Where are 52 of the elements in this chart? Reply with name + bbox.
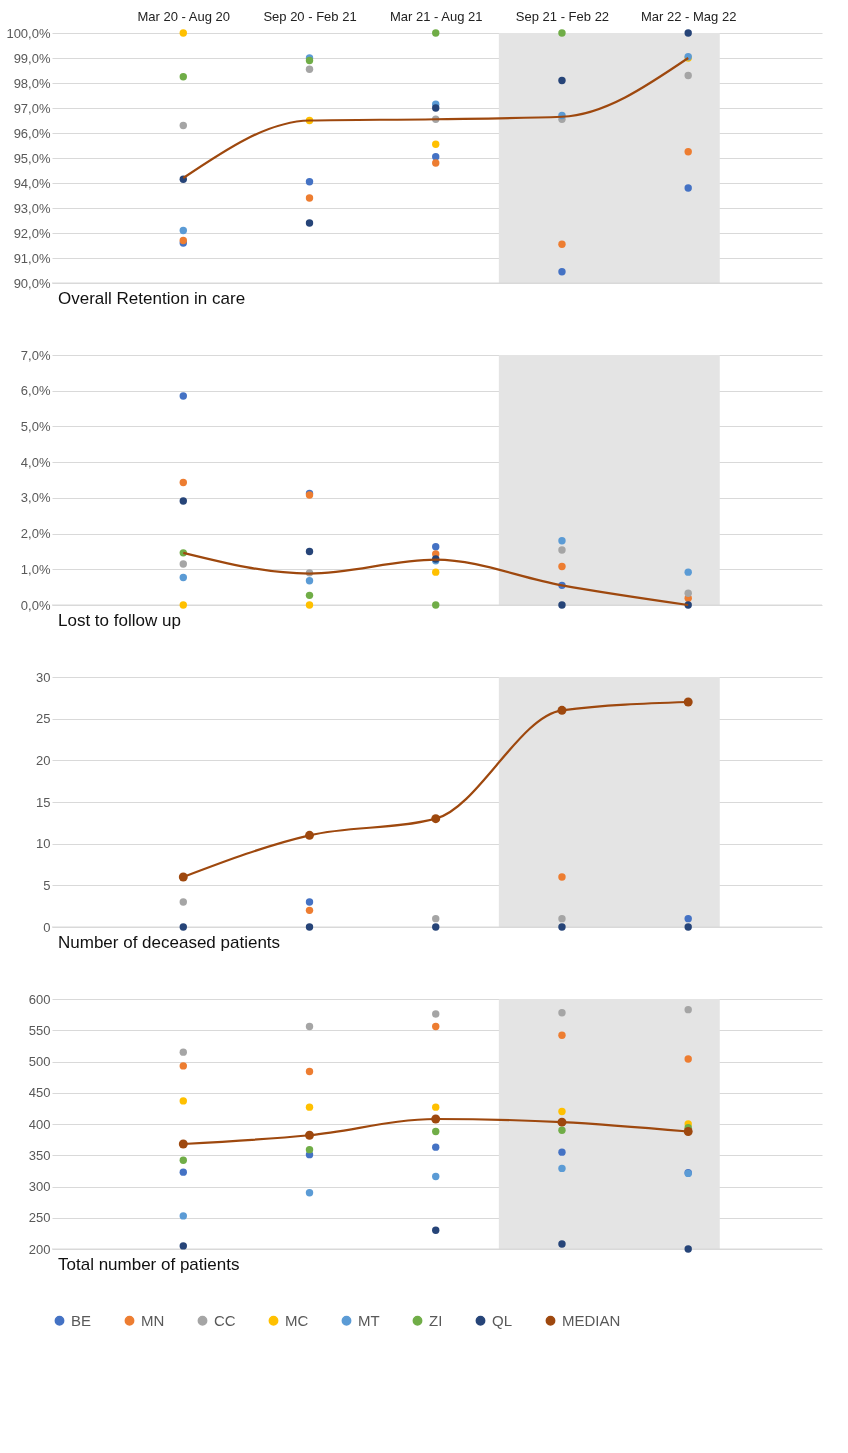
y-tick-label: 92,0%	[13, 225, 51, 241]
y-tick-label: 450	[28, 1085, 51, 1101]
y-tick-label: 350	[28, 1147, 51, 1163]
legend-label: QL	[492, 1311, 513, 1329]
y-tick-label: 93,0%	[13, 200, 51, 216]
y-tick-label: 600	[28, 991, 51, 1007]
y-tick-label: 4,0%	[20, 454, 51, 470]
x-tick-label: Sep 21 - Feb 22	[515, 8, 610, 24]
y-tick-label: 300	[28, 1179, 51, 1194]
x-tick-label: Mar 20 - Aug 20	[137, 8, 231, 24]
y-tick-label: 100,0%	[6, 25, 51, 41]
y-tick-label: 10	[36, 836, 51, 852]
y-tick-label: 94,0%	[13, 175, 51, 191]
text: Overall Retention in care	[58, 289, 246, 308]
legend-label: MN	[141, 1311, 165, 1329]
y-tick-label: 500	[28, 1054, 51, 1069]
y-tick-label: 97,0%	[13, 100, 51, 116]
y-tick-label: 0	[43, 919, 51, 935]
text: Lost to follow up	[58, 611, 181, 630]
x-tick-label: Mar 21 - Aug 21	[389, 8, 483, 24]
y-tick-label: 95,0%	[13, 150, 51, 166]
y-tick-label: 0,0%	[20, 597, 51, 613]
x-tick-label: Mar 22 - Mag 22	[641, 8, 737, 24]
y-tick-label: 96,0%	[13, 125, 51, 141]
legend-label: ZI	[429, 1311, 443, 1329]
y-tick-label: 25	[36, 711, 51, 727]
y-tick-label: 91,0%	[13, 250, 51, 266]
y-tick-label: 5,0%	[20, 418, 51, 434]
text: Number of deceased patients	[58, 933, 281, 952]
y-tick-label: 98,0%	[13, 75, 51, 91]
legend-label: MC	[285, 1311, 309, 1329]
legend-label: BE	[71, 1311, 92, 1329]
legend-label: CC	[214, 1311, 236, 1329]
y-tick-label: 250	[28, 1210, 51, 1226]
x-tick-label: Sep 20 - Feb 21	[263, 8, 357, 24]
y-tick-label: 5	[43, 877, 51, 893]
y-tick-label: 30	[36, 669, 51, 685]
y-tick-label: 6,0%	[20, 383, 51, 399]
y-tick-label: 1,0%	[20, 561, 51, 577]
legend-label: MEDIAN	[562, 1311, 621, 1329]
text: Total number of patients	[58, 1255, 240, 1274]
y-tick-label: 15	[36, 794, 51, 810]
y-tick-label: 550	[28, 1022, 51, 1038]
legend-label: MT	[358, 1311, 380, 1329]
y-tick-label: 99,0%	[13, 50, 51, 66]
y-tick-label: 7,0%	[20, 347, 51, 363]
y-tick-label: 2,0%	[20, 526, 51, 542]
y-tick-label: 90,0%	[13, 275, 51, 291]
y-tick-label: 200	[28, 1241, 51, 1257]
y-tick-label: 3,0%	[20, 490, 51, 506]
y-tick-label: 20	[36, 752, 51, 768]
y-tick-label: 400	[28, 1116, 51, 1132]
